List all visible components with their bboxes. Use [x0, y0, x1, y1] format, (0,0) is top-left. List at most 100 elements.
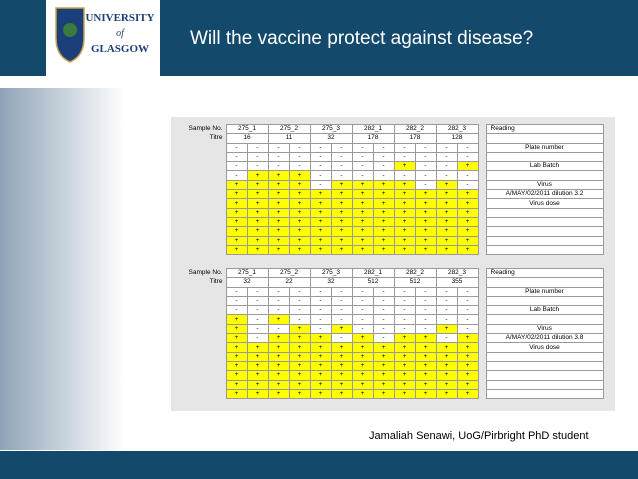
result-row: + + + + + + + + + + + +	[178, 379, 604, 390]
logo-text: GLASGOW	[91, 43, 149, 55]
result-cell: +	[351, 388, 374, 400]
result-cell: +	[393, 333, 416, 344]
result-cell: -	[393, 286, 416, 297]
result-cell: -	[351, 151, 374, 163]
result-cell: +	[267, 235, 290, 246]
spacer	[478, 227, 486, 236]
result-cell: +	[225, 379, 248, 390]
result-cell: +	[246, 370, 269, 381]
row-label	[178, 208, 226, 217]
spacer	[478, 278, 486, 287]
result-row: + + + + + + + + + + + + A/MAY/02/2011 dilution 3.2	[178, 189, 604, 200]
result-cell: +	[372, 207, 395, 218]
result-cell: +	[435, 244, 458, 256]
result-cell: +	[225, 235, 248, 246]
result-cell: +	[435, 235, 458, 246]
result-cell: +	[246, 189, 269, 200]
row-label	[178, 315, 226, 324]
reading-cell: Virus dose	[485, 342, 604, 353]
result-cell: -	[246, 323, 269, 335]
spacer	[478, 380, 486, 389]
spacer	[478, 343, 486, 352]
result-cell: -	[246, 142, 269, 153]
result-cell: -	[225, 151, 248, 163]
result-cell: +	[414, 244, 437, 256]
result-cell: -	[456, 314, 479, 325]
result-cell: +	[372, 189, 395, 200]
result-cell: -	[309, 161, 332, 172]
result-cell: -	[372, 142, 395, 153]
result-cell: +	[456, 235, 479, 246]
result-cell: +	[267, 379, 290, 390]
logo-text: of	[116, 28, 125, 39]
result-cell: +	[435, 179, 458, 191]
result-cell: +	[246, 198, 269, 209]
result-row: + + + + + + + + + + + +	[178, 370, 604, 381]
reading-cell: Virus dose	[485, 198, 604, 209]
titre-row: Titre 16 11 32 178 178 128	[178, 133, 604, 144]
result-cell: +	[435, 351, 458, 362]
result-cell: -	[330, 333, 353, 344]
result-cell: +	[309, 198, 332, 209]
reading-cell: Plate number	[485, 142, 604, 153]
result-cell: +	[225, 360, 248, 372]
sample-id: 282_2	[393, 123, 437, 135]
result-cell: +	[393, 198, 416, 209]
result-cell: -	[372, 161, 395, 172]
result-row: + + + + + + + + + + + +	[178, 216, 604, 228]
result-cell: -	[309, 323, 332, 335]
result-cell: -	[435, 286, 458, 297]
result-cell: -	[309, 295, 332, 307]
result-cell: -	[225, 161, 248, 172]
result-cell: +	[393, 189, 416, 200]
result-cell: +	[309, 216, 332, 228]
result-cell: -	[330, 161, 353, 172]
result-row: - - - - - - - - - - - - Lab Batch	[178, 305, 604, 316]
reading-cell: Virus	[485, 179, 604, 191]
spacer	[478, 389, 486, 398]
result-cell: +	[330, 323, 353, 335]
result-cell: +	[309, 189, 332, 200]
result-cell: +	[309, 360, 332, 372]
result-cell: -	[372, 295, 395, 307]
spacer	[478, 306, 486, 315]
result-cell: -	[435, 142, 458, 153]
result-cell: +	[267, 244, 290, 256]
result-cell: +	[246, 179, 269, 191]
result-cell: +	[435, 226, 458, 237]
result-cell: +	[288, 351, 311, 362]
result-cell: -	[393, 314, 416, 325]
result-cell: +	[435, 342, 458, 353]
result-cell: -	[414, 295, 437, 307]
row-label	[178, 334, 226, 343]
result-cell: +	[456, 207, 479, 218]
sample-id: 275_3	[309, 267, 353, 279]
result-cell: +	[288, 179, 311, 191]
result-cell: +	[393, 244, 416, 256]
result-cell: -	[288, 142, 311, 153]
result-row: + + + + + + + + + + + +	[178, 360, 604, 372]
titre: 178	[351, 133, 395, 144]
result-cell: +	[414, 226, 437, 237]
reading-cell: Plate number	[485, 286, 604, 297]
result-cell: -	[267, 151, 290, 163]
result-cell: -	[246, 286, 269, 297]
result-cell: -	[309, 305, 332, 316]
titre: 128	[435, 133, 479, 144]
spacer	[478, 361, 486, 370]
result-cell: -	[456, 295, 479, 307]
result-cell: +	[288, 198, 311, 209]
result-cell: -	[414, 179, 437, 191]
row-label	[178, 199, 226, 208]
spacer	[478, 315, 486, 324]
result-cell: +	[393, 351, 416, 362]
titre: 355	[435, 277, 479, 288]
result-cell: +	[414, 198, 437, 209]
result-cell: +	[414, 333, 437, 344]
reading-cell	[485, 370, 604, 381]
reading-cell: A/MAY/02/2011 dilution 3.8	[485, 333, 604, 344]
result-cell: -	[246, 161, 269, 172]
result-cell: +	[456, 333, 479, 344]
result-row: + - - + - + - - - - + - Virus	[178, 323, 604, 335]
